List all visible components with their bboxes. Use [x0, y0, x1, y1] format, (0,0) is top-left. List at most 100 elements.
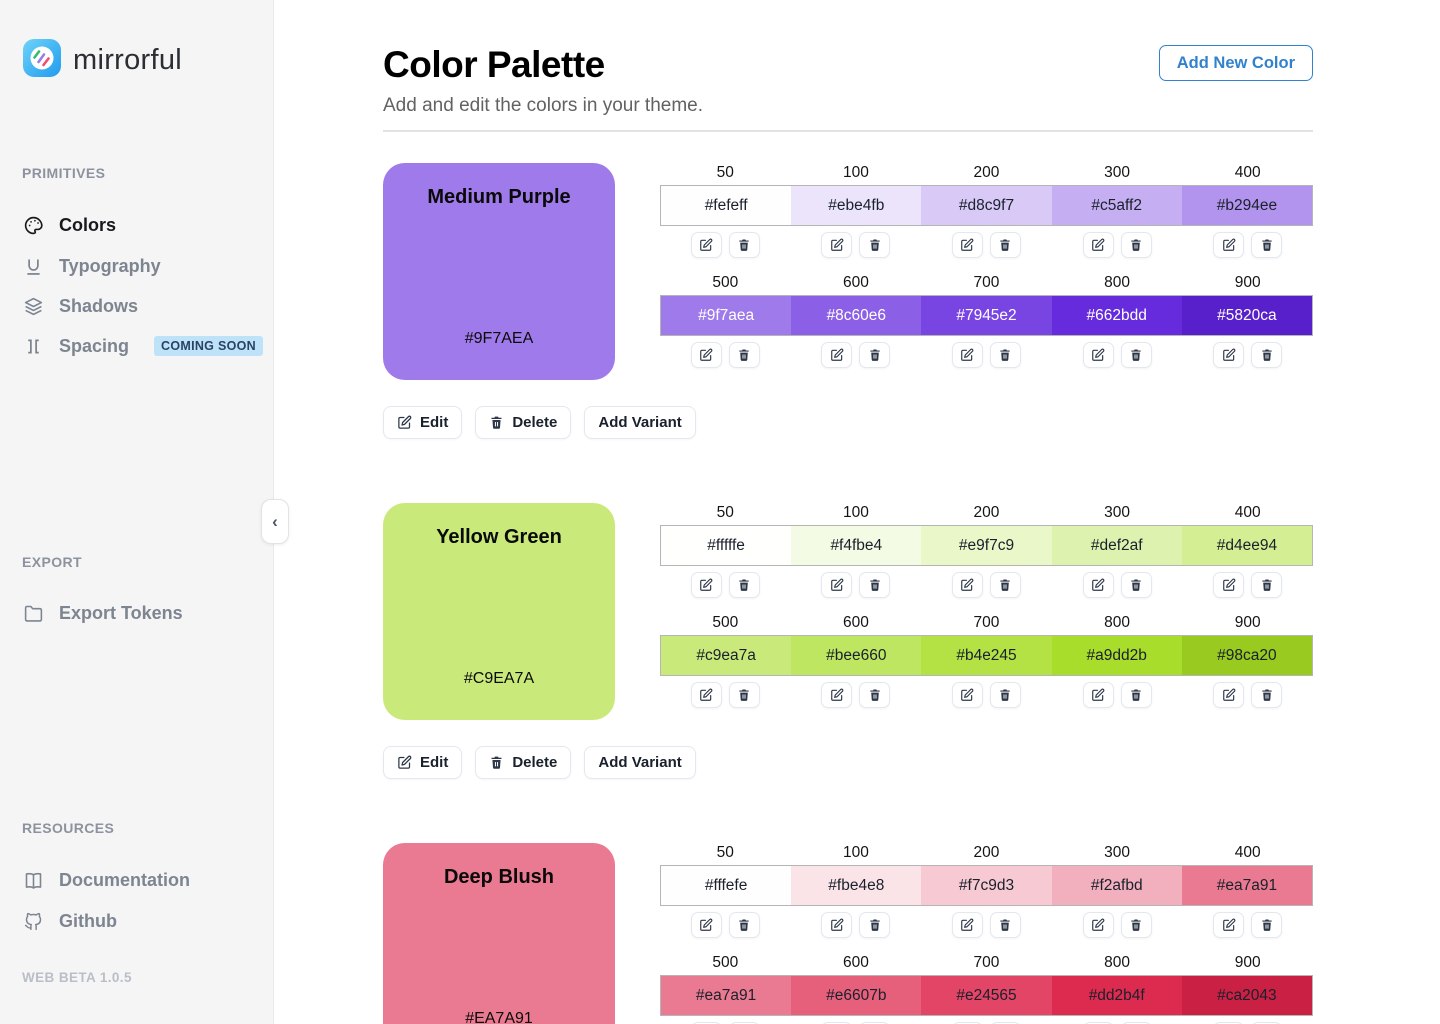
variant-actions [660, 342, 791, 368]
delete-variant-button[interactable] [989, 232, 1021, 258]
sidebar-item-spacing[interactable]: Spacing COMING SOON [22, 332, 263, 360]
edit-variant-button[interactable] [690, 682, 722, 708]
edit-variant-button[interactable] [951, 572, 983, 598]
sidebar-item-github[interactable]: Github [22, 907, 117, 935]
delete-variant-button[interactable] [1251, 912, 1283, 938]
edit-variant-button[interactable] [1082, 572, 1114, 598]
variant-actions [1182, 342, 1313, 368]
add-new-color-button[interactable]: Add New Color [1158, 45, 1313, 81]
delete-variant-button[interactable] [728, 912, 760, 938]
variant-actions [660, 682, 791, 708]
variant-actions [1052, 682, 1183, 708]
delete-color-button[interactable]: Delete [475, 746, 572, 779]
variant-weight-label: 500 [712, 614, 739, 631]
edit-variant-button[interactable] [1082, 342, 1114, 368]
edit-color-button[interactable]: Edit [383, 406, 463, 439]
delete-variant-button[interactable] [859, 682, 891, 708]
trash-icon [1262, 689, 1272, 701]
delete-variant-button[interactable] [989, 342, 1021, 368]
delete-variant-button[interactable] [1120, 912, 1152, 938]
variant-row: 50 100 200 300 400 #fefeff #ebe4fb #d8c9f7 #c5af… [660, 163, 1313, 258]
edit-variant-button[interactable] [690, 232, 722, 258]
sidebar-item-documentation[interactable]: Documentation [22, 866, 190, 894]
edit-color-button[interactable]: Edit [383, 746, 463, 779]
edit-variant-button[interactable] [951, 232, 983, 258]
edit-icon [1222, 238, 1236, 251]
delete-variant-button[interactable] [728, 572, 760, 598]
trash-icon [1262, 919, 1272, 931]
variant-grid: 50 100 200 300 400 #fffffe #f4fbe4 #e9f7c9 #def2… [660, 503, 1313, 779]
variant-actions [660, 912, 791, 938]
edit-variant-button[interactable] [1213, 572, 1245, 598]
add-variant-button[interactable]: Add Variant [584, 406, 696, 439]
variant-swatch: #e6607b [791, 976, 922, 1015]
sidebar-item-typography[interactable]: Typography [22, 252, 161, 280]
edit-icon [398, 415, 412, 429]
delete-variant-button[interactable] [859, 572, 891, 598]
edit-icon [1092, 918, 1105, 931]
trash-icon [739, 349, 749, 361]
add-variant-button[interactable]: Add Variant [584, 746, 696, 779]
delete-variant-button[interactable] [1251, 572, 1283, 598]
delete-variant-button[interactable] [989, 682, 1021, 708]
edit-variant-button[interactable] [951, 342, 983, 368]
edit-variant-button[interactable] [690, 572, 722, 598]
variant-swatch: #bee660 [791, 636, 922, 675]
sidebar-item-shadows[interactable]: Shadows [22, 292, 138, 320]
delete-variant-button[interactable] [1251, 682, 1283, 708]
delete-color-button[interactable]: Delete [475, 406, 572, 439]
trash-icon [1131, 239, 1141, 251]
edit-variant-button[interactable] [1213, 912, 1245, 938]
trash-icon [1000, 689, 1011, 701]
edit-variant-button[interactable] [690, 342, 722, 368]
variant-actions [660, 1022, 791, 1024]
sidebar-item-colors[interactable]: Colors [22, 211, 116, 239]
sidebar-item-label: Colors [59, 214, 117, 235]
sidebar-item-export-tokens[interactable]: Export Tokens [22, 599, 183, 627]
variant-weight-label: 800 [1104, 274, 1131, 291]
delete-variant-button[interactable] [859, 342, 891, 368]
edit-variant-button[interactable] [821, 682, 853, 708]
delete-variant-button[interactable] [989, 912, 1021, 938]
edit-variant-button[interactable] [951, 912, 983, 938]
edit-variant-button[interactable] [1213, 232, 1245, 258]
delete-variant-button[interactable] [728, 342, 760, 368]
variant-actions [1182, 572, 1313, 598]
app-logo: mirrorful [22, 38, 182, 83]
edit-variant-button[interactable] [951, 682, 983, 708]
delete-variant-button[interactable] [728, 232, 760, 258]
variant-weight-label: 700 [973, 614, 1000, 631]
delete-variant-button[interactable] [1120, 342, 1152, 368]
delete-variant-button[interactable] [859, 912, 891, 938]
delete-variant-button[interactable] [859, 232, 891, 258]
trash-icon [870, 239, 880, 251]
delete-variant-button[interactable] [1120, 682, 1152, 708]
sidebar-collapse-button[interactable]: ‹ [261, 499, 289, 544]
edit-variant-button[interactable] [821, 572, 853, 598]
edit-variant-button[interactable] [1082, 682, 1114, 708]
variant-swatch: #7945e2 [921, 296, 1052, 335]
edit-variant-button[interactable] [821, 912, 853, 938]
edit-variant-button[interactable] [1213, 682, 1245, 708]
edit-variant-button[interactable] [690, 912, 722, 938]
variant-swatch: #fffefe [661, 866, 792, 905]
variant-actions [791, 912, 922, 938]
trash-icon [1131, 689, 1141, 701]
delete-variant-button[interactable] [728, 682, 760, 708]
trash-icon [1262, 349, 1272, 361]
delete-variant-button[interactable] [989, 572, 1021, 598]
edit-variant-button[interactable] [1213, 342, 1245, 368]
edit-variant-button[interactable] [821, 342, 853, 368]
edit-variant-button[interactable] [1082, 912, 1114, 938]
delete-variant-button[interactable] [1251, 232, 1283, 258]
sidebar-item-label: Documentation [59, 869, 191, 890]
variant-actions [1052, 342, 1183, 368]
delete-variant-button[interactable] [1120, 232, 1152, 258]
edit-variant-button[interactable] [1082, 232, 1114, 258]
edit-variant-button[interactable] [821, 232, 853, 258]
sidebar-item-label: Typography [59, 255, 161, 276]
delete-variant-button[interactable] [1251, 342, 1283, 368]
variant-swatch: #f7c9d3 [921, 866, 1052, 905]
delete-variant-button[interactable] [1120, 572, 1152, 598]
trash-icon [1262, 579, 1272, 591]
